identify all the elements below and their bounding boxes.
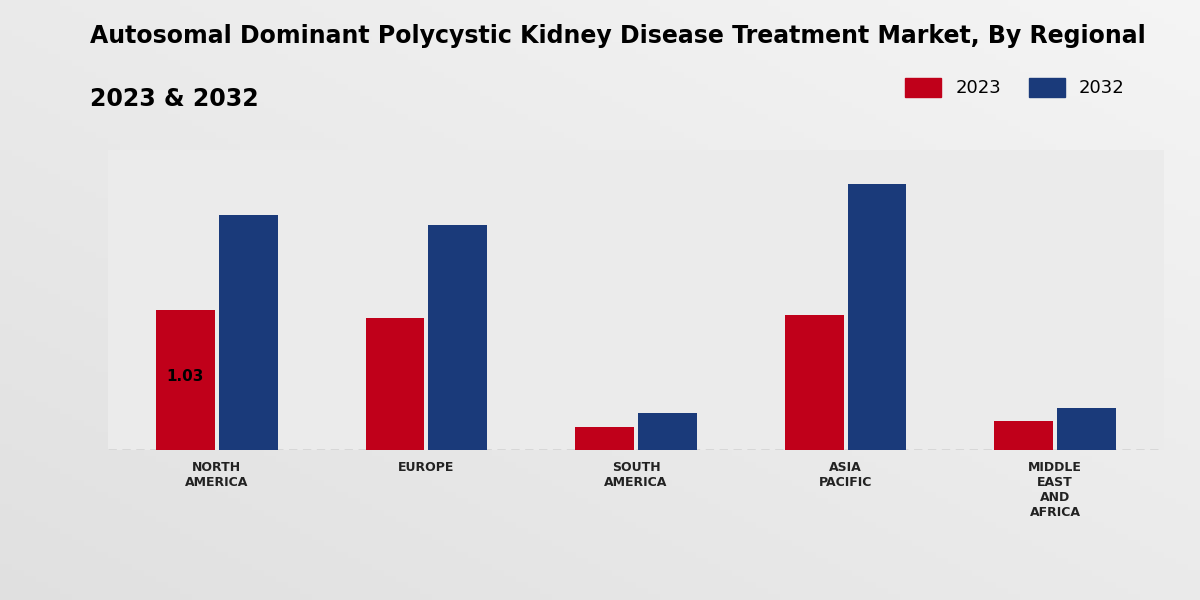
Text: Autosomal Dominant Polycystic Kidney Disease Treatment Market, By Regional: Autosomal Dominant Polycystic Kidney Dis… xyxy=(90,24,1146,48)
Bar xyxy=(638,413,697,450)
Bar xyxy=(785,315,844,450)
Bar xyxy=(847,184,906,450)
Bar xyxy=(1057,408,1116,450)
Text: 1.03: 1.03 xyxy=(167,370,204,385)
Bar xyxy=(428,225,487,450)
Bar xyxy=(156,310,215,450)
Bar xyxy=(995,421,1054,450)
Bar xyxy=(575,427,634,450)
Bar xyxy=(366,318,425,450)
Text: 2023 & 2032: 2023 & 2032 xyxy=(90,87,259,111)
Bar xyxy=(218,215,277,450)
Legend: 2023, 2032: 2023, 2032 xyxy=(896,69,1134,106)
